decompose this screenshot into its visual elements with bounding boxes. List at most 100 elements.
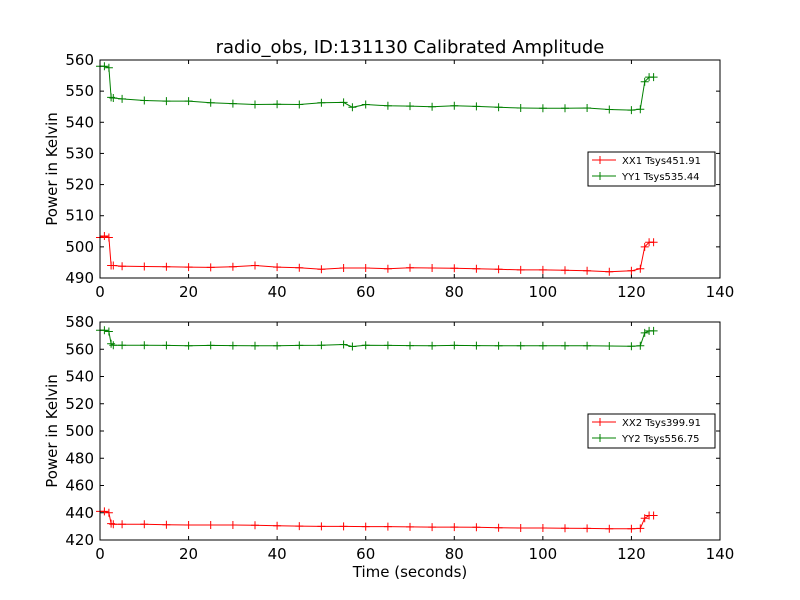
bottom-series-1-point <box>640 514 649 523</box>
bottom-series-2-point <box>583 341 592 350</box>
bottom-series-1-point <box>100 507 109 516</box>
bottom-legend-label-1: XX2 Tsys399.91 <box>622 418 701 429</box>
top-series-1-point <box>104 233 113 242</box>
top-x-tick-label: 40 <box>268 283 287 301</box>
bottom-series-1-point <box>605 524 614 533</box>
bottom-legend-box <box>587 413 716 449</box>
bottom-x-tick-label: 80 <box>445 545 464 563</box>
top-series-2-point <box>649 73 658 82</box>
top-series-1-point <box>516 265 525 274</box>
bottom-series-2-point <box>494 341 503 350</box>
top-series <box>96 62 658 276</box>
top-series-2-point <box>561 104 569 113</box>
top-series-1-point <box>140 262 149 271</box>
bottom-series-line-2 <box>100 329 654 348</box>
bottom-series-2-point <box>118 341 127 350</box>
bottom-legend-marker-2 <box>596 434 604 442</box>
bottom-x-tick-label: 20 <box>179 545 198 563</box>
top-x-tick-label: 0 <box>95 283 105 301</box>
bottom-y-tick-label: 420 <box>65 531 94 549</box>
top-series-1-point <box>649 238 658 247</box>
bottom-series-2-point <box>649 326 658 335</box>
top-series-1-point <box>383 264 392 273</box>
top-series-2-point <box>538 104 547 113</box>
top-series-1-point <box>100 232 109 240</box>
bottom-series-1-point <box>636 524 645 533</box>
top-legend-label-2: YY1 Tsys535.44 <box>621 172 700 183</box>
bottom-series-2-point <box>516 341 525 350</box>
bottom-series-1-point <box>140 520 149 529</box>
bottom-x-axis-label: Time (seconds) <box>352 563 468 581</box>
bottom-series-2-point <box>317 341 326 350</box>
bottom-series-2-point <box>273 341 282 350</box>
bottom-series-1-point <box>428 523 437 532</box>
bottom-legend: XX2 Tsys399.91 YY2 Tsys556.75 <box>587 413 716 449</box>
top-y-tick-label: 530 <box>65 144 94 162</box>
bottom-series-1-point <box>561 524 569 533</box>
top-series-2-point <box>583 104 592 112</box>
top-series-1-point <box>494 265 503 274</box>
bottom-series-1-point <box>383 522 392 531</box>
bottom-series-1-point <box>206 521 215 529</box>
bottom-series-2-point <box>162 341 171 350</box>
top-series-2-point <box>361 100 370 109</box>
bottom-series-2-point <box>383 341 392 350</box>
bottom-series-2-point <box>605 342 614 350</box>
bottom-plot-frame <box>99 321 721 541</box>
bottom-series-2-point <box>140 341 149 350</box>
top-series-2-point <box>640 77 649 86</box>
bottom-series-2-point <box>450 341 459 350</box>
bottom-series-1-point <box>627 524 636 533</box>
top-x-tick-label: 140 <box>706 283 735 301</box>
top-y-axis-label: Power in Kelvin <box>43 112 61 226</box>
top-series-1-point <box>109 261 118 270</box>
top-series-2-point <box>295 100 304 109</box>
top-series-1-point <box>339 264 348 272</box>
bottom-series-2-point <box>561 341 569 350</box>
bottom-y-tick-label: 520 <box>65 395 94 413</box>
top-series-2-point <box>494 103 503 112</box>
bottom-x-tick-label: 120 <box>617 545 646 563</box>
top-y-tick-label: 510 <box>65 207 94 225</box>
top-series-2-point <box>627 106 636 115</box>
top-y-tick-label: 550 <box>65 82 94 100</box>
bottom-series-2-point <box>348 342 357 351</box>
top-series-2-point <box>118 94 127 103</box>
bottom-series-1-point <box>295 522 304 531</box>
top-series-1-point <box>361 264 370 272</box>
bottom-x-tick-label: 40 <box>268 545 287 563</box>
top-series-1-point <box>538 265 547 274</box>
top-series-2-point <box>406 102 414 111</box>
bottom-legend-marker-1 <box>596 418 604 426</box>
top-series-2-point <box>428 102 437 111</box>
bottom-series-2-point <box>361 341 370 350</box>
top-series-1-point <box>636 264 645 273</box>
top-series-1-point <box>228 262 237 271</box>
top-y-tick-label: 540 <box>65 113 94 131</box>
top-series-2-point <box>206 98 215 107</box>
bottom-panel: Time (seconds) Power in Kelvin 0 20 40 60 80… <box>43 313 734 581</box>
bottom-series-2-point <box>184 341 193 350</box>
bottom-series-2-point <box>538 341 547 350</box>
top-plot-frame <box>99 59 721 279</box>
top-series-1-point <box>295 263 304 272</box>
top-series-2-point <box>273 100 282 109</box>
bottom-series-2-point <box>406 341 414 350</box>
bottom-series-2-point <box>339 340 348 349</box>
bottom-series-1-point <box>104 508 113 517</box>
bottom-series-2-point <box>295 341 304 350</box>
top-x-tick-label: 60 <box>356 283 375 301</box>
bottom-series-1-point <box>516 524 525 532</box>
top-series-2-point <box>317 98 326 107</box>
bottom-x-tick-label: 0 <box>95 545 105 563</box>
top-series-1-point <box>640 242 649 251</box>
top-legend: XX1 Tsys451.91 YY1 Tsys535.44 <box>587 151 716 187</box>
bottom-y-axis-label: Power in Kelvin <box>43 374 61 488</box>
top-series-1-point <box>273 263 282 272</box>
top-ticks: 0 20 40 60 80 100 120 140 490 500 510 520 530 540 550 5… <box>65 51 734 301</box>
top-series-2-point <box>605 105 614 114</box>
bottom-series-2-point <box>100 326 109 335</box>
bottom-series-1-point <box>538 524 547 532</box>
top-series-1-point <box>251 261 259 270</box>
bottom-series-1-point <box>228 521 237 529</box>
